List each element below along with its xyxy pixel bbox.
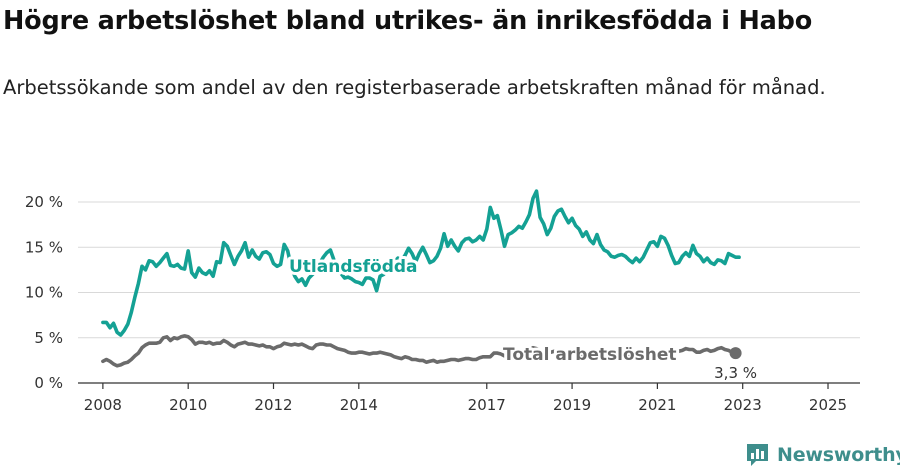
x-tick-label: 2010 <box>169 396 207 414</box>
y-tick-label: 10 % <box>25 284 63 302</box>
brand-name: Newsworthy <box>777 443 900 466</box>
series-label-1: Total arbetslöshet <box>503 345 677 365</box>
end-marker: 3,3 % <box>714 347 757 382</box>
y-grid <box>78 201 860 339</box>
y-tick-label: 15 % <box>25 238 63 256</box>
series-line-1 <box>101 334 738 368</box>
last-value-point <box>729 347 742 360</box>
x-tick-label: 2017 <box>468 396 506 414</box>
y-tick-label: 5 % <box>34 329 63 347</box>
x-tick-label: 2023 <box>724 396 762 414</box>
last-value-label: 3,3 % <box>714 364 757 382</box>
newsworthy-brand[interactable]: Newsworthy <box>745 442 900 467</box>
x-tick-label: 2014 <box>340 396 378 414</box>
x-tick-label: 2021 <box>638 396 676 414</box>
series-label-halo: Total arbetslöshet <box>503 345 677 365</box>
series-lines <box>101 189 741 368</box>
x-axis: 2008 2010 2012 2014 2017 2019 2021 2023 2025 <box>78 382 860 414</box>
series-label-halo: Utlandsfödda <box>289 257 418 277</box>
series-label-0: Utlandsfödda <box>289 257 418 277</box>
x-tick-label: 2008 <box>84 396 122 414</box>
x-tick-label: 2012 <box>254 396 292 414</box>
y-tick-label: 0 % <box>34 374 63 392</box>
series-line-0 <box>101 189 741 337</box>
y-tick-label: 20 % <box>25 193 63 211</box>
x-tick-label: 2025 <box>809 396 847 414</box>
y-axis-ticks: 0 % 5 % 10 % 15 % 20 % <box>25 193 63 392</box>
chart-title: Högre arbetslöshet bland utrikes- än inr… <box>3 6 813 36</box>
chart-subtitle: Arbetssökande som andel av den registerb… <box>3 76 826 99</box>
newsworthy-logo-icon <box>747 444 768 466</box>
x-tick-label: 2019 <box>553 396 591 414</box>
